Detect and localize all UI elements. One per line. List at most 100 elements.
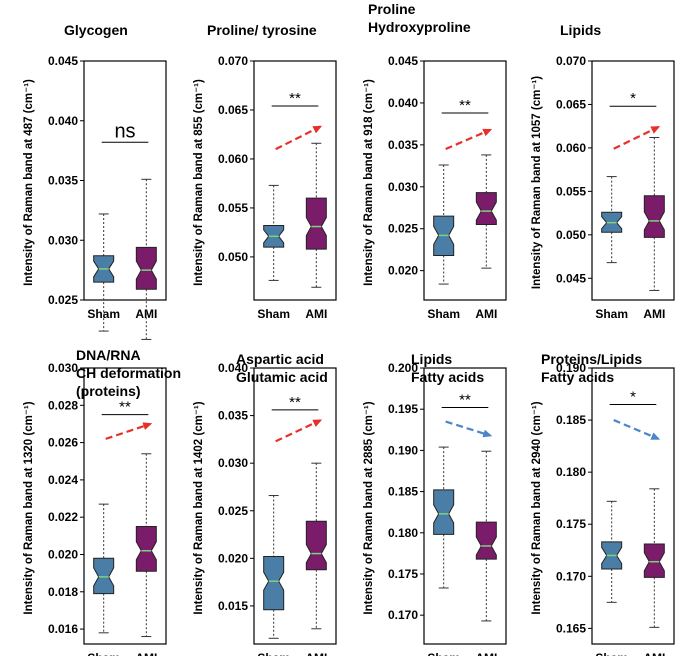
x-tick-label: Sham (87, 307, 120, 321)
box-ami (643, 488, 665, 628)
y-tick-label: 0.025 (48, 293, 78, 307)
x-tick-label: AMI (305, 651, 327, 656)
notched-box (305, 197, 327, 250)
y-tick-label: 0.045 (48, 54, 78, 68)
panel-5: DNA/RNA CH deformation (proteins) 0.016 0.01… (23, 347, 181, 656)
y-tick-label: 0.185 (556, 413, 586, 427)
y-tick-label: 0.035 (218, 409, 248, 423)
y-tick-label: 0.040 (48, 114, 78, 128)
box-sham (263, 184, 285, 281)
panel-3: Proline Hydroxyproline 0.020 0.025 0.030 0.03… (363, 1, 507, 321)
box-sham (263, 495, 285, 639)
box-sham (433, 164, 455, 285)
box-sham (93, 213, 115, 332)
notched-box (263, 555, 285, 611)
y-tick-label: 0.170 (556, 569, 586, 583)
x-tick-label: AMI (475, 651, 497, 656)
notched-box (135, 246, 157, 290)
y-tick-label: 0.030 (48, 233, 78, 247)
y-axis-label: Intensity of Raman band at 1402 (cm⁻¹) (193, 401, 205, 614)
trend-up-arrow (613, 126, 661, 150)
y-tick-label: 0.065 (218, 103, 248, 117)
y-tick-label: 0.030 (218, 456, 248, 470)
x-tick-label: Sham (427, 651, 460, 656)
x-tick-label: Sham (257, 307, 290, 321)
y-tick-label: 0.165 (556, 621, 586, 635)
box-ami (305, 462, 327, 630)
panel-7: Lipids Fatty acids 0.170 0.175 0.180 0.185 0.1… (363, 351, 507, 656)
box-ami (135, 178, 157, 340)
y-tick-label: 0.028 (48, 398, 78, 412)
box-ami (475, 450, 497, 622)
significance-label: ns (114, 120, 135, 142)
axes-frame (253, 367, 337, 645)
panel-title-line: Proline/ tyrosine (207, 22, 317, 38)
trend-down-arrow (613, 419, 661, 440)
x-tick-label: Sham (595, 307, 628, 321)
x-tick-label: Sham (87, 651, 120, 656)
panel-4: Lipids 0.045 0.050 0.055 0.060 0.065 0.070 Inte… (531, 22, 675, 321)
panel-title-line: Fatty acids (541, 369, 614, 385)
panel-title-line: (proteins) (76, 383, 141, 399)
y-tick-label: 0.022 (48, 510, 78, 524)
box-ami (135, 453, 157, 638)
y-axis-label: Intensity of Raman band at 1320 (cm⁻¹) (23, 401, 35, 614)
panel-2: Proline/ tyrosine 0.050 0.055 0.060 0.065 0.0… (193, 22, 337, 321)
panel-title-line: Proteins/Lipids (541, 351, 642, 367)
y-axis-label: Intensity of Raman band at 2940 (cm⁻¹) (531, 401, 543, 614)
significance-label: ** (289, 394, 301, 411)
box-sham (93, 503, 115, 634)
panel-title-line: Lipids (411, 351, 452, 367)
x-tick-label: AMI (475, 307, 497, 321)
y-axis-label: Intensity of Raman band at 2885 (cm⁻¹) (363, 401, 375, 614)
y-tick-label: 0.018 (48, 585, 78, 599)
y-tick-label: 0.024 (48, 473, 78, 487)
y-tick-label: 0.030 (388, 180, 418, 194)
axes-frame (253, 60, 337, 301)
x-tick-label: AMI (135, 651, 157, 656)
panel-title-line: Hydroxyproline (368, 19, 471, 35)
significance-label: ** (459, 392, 471, 409)
y-axis-label: Intensity of Raman band at 1057 (cm⁻¹) (531, 76, 543, 289)
axes-frame (591, 60, 675, 301)
y-tick-label: 0.060 (218, 152, 248, 166)
axes-frame (423, 60, 507, 301)
notched-box (643, 195, 665, 238)
y-tick-label: 0.060 (556, 141, 586, 155)
significance-label: * (630, 388, 636, 405)
trend-up-arrow (275, 419, 323, 443)
y-tick-label: 0.040 (218, 361, 248, 375)
panel-title-line: DNA/RNA (76, 347, 141, 363)
y-tick-label: 0.055 (556, 184, 586, 198)
trend-up-arrow (105, 422, 153, 440)
panel-title-line: Fatty acids (411, 369, 484, 385)
trend-up-arrow (275, 125, 323, 151)
box-ami (305, 142, 327, 288)
x-tick-label: Sham (427, 307, 460, 321)
y-tick-label: 0.040 (388, 96, 418, 110)
box-ami (475, 154, 497, 269)
box-ami (643, 136, 665, 291)
y-tick-label: 0.065 (556, 97, 586, 111)
y-tick-label: 0.026 (48, 436, 78, 450)
y-tick-label: 0.180 (556, 465, 586, 479)
trend-down-arrow (445, 420, 493, 438)
box-sham (433, 446, 455, 589)
y-tick-label: 0.020 (48, 547, 78, 561)
y-tick-label: 0.070 (218, 54, 248, 68)
panel-8: Proteins/Lipids Fatty acids 0.165 0.170 0.17… (531, 351, 675, 656)
box-sham (601, 176, 623, 264)
significance-label: ** (459, 97, 471, 114)
significance-label: ** (119, 399, 131, 416)
y-tick-label: 0.170 (388, 608, 418, 622)
y-tick-label: 0.016 (48, 622, 78, 636)
y-tick-label: 0.045 (556, 271, 586, 285)
panel-title-line: Glutamic acid (236, 369, 328, 385)
y-axis-label: Intensity of Raman band at 487 (cm⁻¹) (23, 79, 35, 286)
y-tick-label: 0.015 (218, 599, 248, 613)
y-tick-label: 0.035 (388, 138, 418, 152)
y-tick-label: 0.045 (388, 54, 418, 68)
y-tick-label: 0.050 (556, 228, 586, 242)
notched-box (475, 192, 497, 226)
